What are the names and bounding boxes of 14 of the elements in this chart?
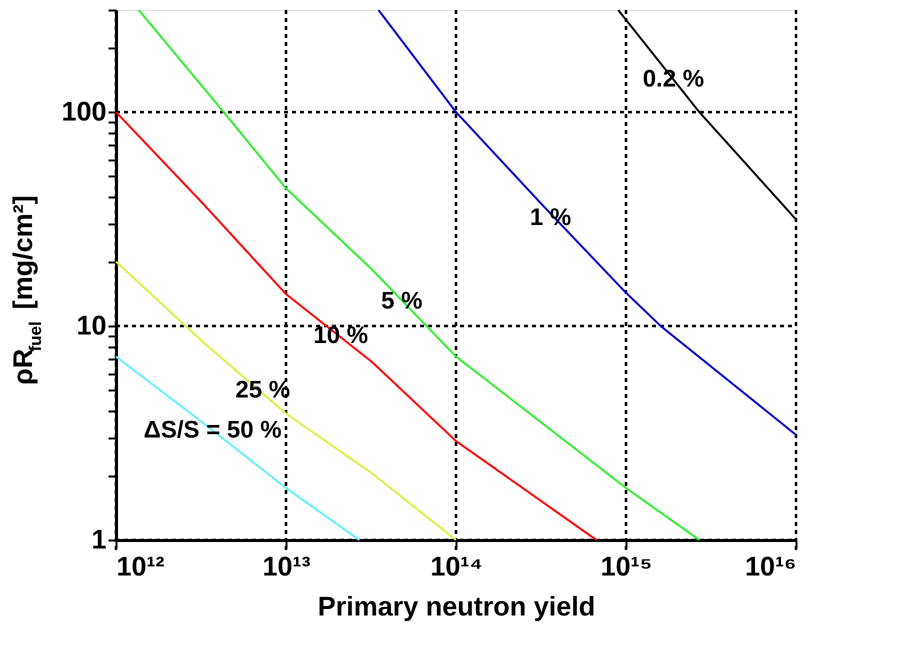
- x-tick-label: 10¹⁵: [600, 552, 652, 582]
- x-tick-label: 10¹²: [116, 552, 165, 582]
- x-tick-label: 10¹³: [262, 552, 311, 582]
- x-axis-title: Primary neutron yield: [318, 592, 596, 622]
- y-tick-label: 100: [61, 96, 106, 127]
- line-series: [115, 260, 457, 541]
- y-tick-label: 10: [76, 310, 106, 341]
- y-axis-title: ρRfuel [mg/cm²]: [8, 195, 45, 385]
- x-tick-label: 10¹⁶: [745, 552, 796, 582]
- annotation: 0.2 %: [642, 66, 704, 92]
- annotation: 5 %: [381, 288, 422, 315]
- y-tick-label: 1: [91, 524, 106, 554]
- annotation: 10 %: [313, 322, 368, 349]
- x-tick-label: 10¹⁴: [430, 552, 483, 582]
